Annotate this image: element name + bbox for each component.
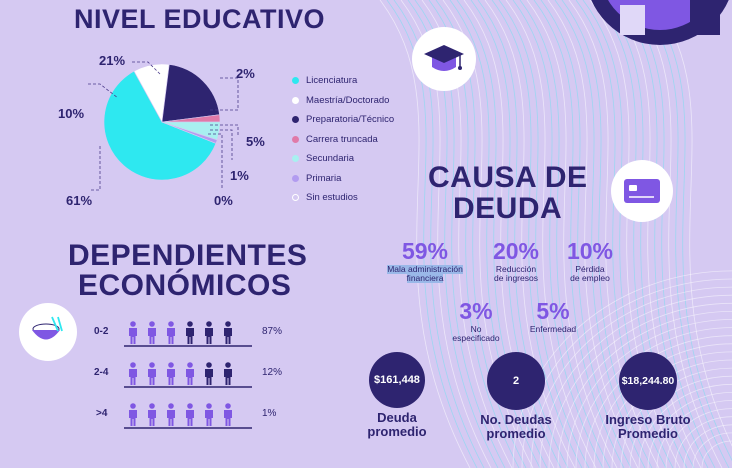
stat-label-line: Deuda <box>377 410 417 425</box>
legend-label: Licenciatura <box>306 75 358 87</box>
credit-card-icon <box>614 163 670 219</box>
legend-item: Licenciatura <box>292 71 394 91</box>
dependents-row-label: >4 <box>96 408 108 419</box>
debt-cause-percent: 59% <box>401 238 449 264</box>
pie-slice-licenciatura <box>103 70 217 181</box>
pie-label-5: 5% <box>246 134 265 149</box>
dependents-icon-row <box>124 362 252 388</box>
legend-swatch <box>292 155 299 163</box>
dependents-row-label: 2-4 <box>94 367 109 378</box>
legend-swatch <box>292 77 299 85</box>
legend-label: Sin estudios <box>306 192 358 204</box>
legend-item: Primaria <box>292 169 394 189</box>
person-icon <box>186 362 194 385</box>
debt-cause-label: financiera <box>406 273 444 283</box>
education-pie-chart <box>88 61 239 191</box>
dependents-row-percent: 12% <box>262 367 283 378</box>
dependents-row-label: 0-2 <box>94 326 109 337</box>
stat-label-line: promedio <box>367 424 427 439</box>
stat-value-circle: $161,448 <box>369 352 425 408</box>
person-icon <box>129 403 137 426</box>
pie-label-2: 2% <box>236 66 255 81</box>
debt-cause-label: de empleo <box>570 273 610 283</box>
pie-label-21: 21% <box>99 53 126 68</box>
person-icon <box>167 321 175 344</box>
stat-label: Deuda promedio <box>337 411 457 439</box>
debt-cause-label: especificado <box>452 333 500 343</box>
pie-label-61: 61% <box>66 193 93 208</box>
legend-label: Preparatoria/Técnico <box>306 114 395 126</box>
legend-swatch <box>292 96 299 104</box>
stat-label-line: Ingreso Bruto <box>605 412 691 427</box>
pie-slice-preparatoria-t-cnico <box>161 64 220 123</box>
legend-item: Carrera truncada <box>292 130 394 150</box>
dependents-row-percent: 1% <box>262 408 277 419</box>
debt-cause-item: 20% Reducción de ingresos <box>466 238 566 283</box>
legend-item: Preparatoria/Técnico <box>292 110 394 130</box>
dependents-title-line1: DEPENDIENTES <box>68 239 308 272</box>
dependents-row-percent: 87% <box>262 326 283 337</box>
person-icon <box>205 362 213 385</box>
stat-label-line: Promedio <box>618 426 678 441</box>
legend-label: Maestría/Doctorado <box>306 94 390 106</box>
debt-cause-item: 59% Mala administración financiera <box>375 238 475 283</box>
legend-item: Sin estudios <box>292 188 394 208</box>
debt-cause-percent: 5% <box>536 298 570 324</box>
person-icon <box>148 362 156 385</box>
dependents-title-line2: ECONÓMICOS <box>78 269 292 302</box>
stat-label: Ingreso Bruto Promedio <box>588 413 708 441</box>
legend-item: Maestría/Doctorado <box>292 91 394 111</box>
education-legend: Licenciatura Maestría/Doctorado Preparator… <box>292 71 394 208</box>
legend-swatch <box>292 194 299 202</box>
person-icon <box>148 403 156 426</box>
debt-cause-item: 10% Pérdida de empleo <box>540 238 640 283</box>
debt-cause-label: Enfermedad <box>529 324 577 334</box>
graduation-cap-icon <box>415 30 473 88</box>
debt-cause-title-line2: DEUDA <box>453 192 563 225</box>
pie-label-0: 0% <box>214 193 233 208</box>
legend-label: Primaria <box>306 172 342 184</box>
legend-swatch <box>292 116 299 124</box>
person-icon <box>205 403 213 426</box>
dependents-icon-row <box>124 403 252 429</box>
legend-swatch <box>292 174 299 182</box>
stat-label-line: promedio <box>486 426 546 441</box>
person-icon <box>186 321 194 344</box>
person-icon <box>224 403 232 426</box>
person-icon <box>129 321 137 344</box>
legend-label: Carrera truncada <box>306 133 378 145</box>
debt-cause-label: de ingresos <box>494 273 538 283</box>
debt-cause-item: 5% Enfermedad <box>503 298 603 334</box>
person-icon <box>205 321 213 344</box>
dependents-icon-row <box>124 321 252 347</box>
legend-item: Secundaria <box>292 149 394 169</box>
pie-label-1: 1% <box>230 168 249 183</box>
person-icon <box>224 321 232 344</box>
debt-cause-percent: 3% <box>459 298 493 324</box>
debt-cause-label: Mala administración <box>387 264 463 274</box>
debt-cause-percent: 10% <box>566 238 614 264</box>
legend-swatch <box>292 135 299 143</box>
person-icon <box>186 403 194 426</box>
person-icon <box>167 403 175 426</box>
legend-label: Secundaria <box>306 153 355 165</box>
stat-label: No. Deudas promedio <box>456 413 576 441</box>
stat-label-line: No. Deudas <box>480 412 552 427</box>
debt-cause-label: Reducción <box>495 264 537 274</box>
education-title: NIVEL EDUCATIVO <box>74 4 326 34</box>
debt-cause-item: 3% No especificado <box>426 298 526 343</box>
pie-label-10: 10% <box>58 106 85 121</box>
person-icon <box>167 362 175 385</box>
debt-cause-label: No <box>470 324 482 334</box>
stat-value-circle: 2 <box>487 352 545 410</box>
pie-slice-sin-estudios <box>161 121 217 144</box>
debt-cause-title-line1: CAUSA DE <box>428 161 588 194</box>
rice-bowl-icon <box>22 306 74 358</box>
person-icon <box>129 362 137 385</box>
debt-cause-percent: 20% <box>492 238 540 264</box>
person-icon <box>224 362 232 385</box>
stat-value-circle: $18,244.80 <box>619 352 677 410</box>
debt-cause-label: Pérdida <box>575 264 605 274</box>
person-icon <box>148 321 156 344</box>
